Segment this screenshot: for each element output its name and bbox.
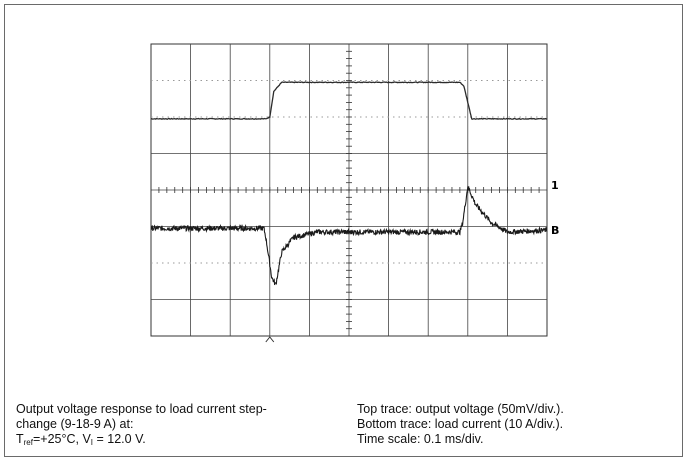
tref-subscript: ref	[23, 438, 33, 447]
caption-left-line3: Tref=+25°C, VI = 12.0 V.	[16, 432, 351, 447]
vi-subscript: I	[90, 438, 94, 447]
tref-value: =+25°C, V	[32, 432, 91, 446]
oscilloscope-screen: 1 B	[150, 43, 559, 343]
trigger-marker	[265, 336, 275, 343]
grid	[150, 43, 548, 343]
caption-right-line1: Top trace: output voltage (50mV/div.).	[357, 402, 564, 416]
caption-right-line3: Time scale: 0.1 ms/div.	[357, 432, 484, 446]
load-current-trace	[150, 185, 548, 286]
caption-right-line2: Bottom trace: load current (10 A/div.).	[357, 417, 564, 431]
caption-left-line2: change (9-18-9 A) at:	[16, 417, 134, 431]
figure-frame: 1 B Output voltage response to load curr…	[4, 4, 683, 457]
channel-b-marker: B	[551, 224, 559, 237]
output-voltage-trace	[150, 81, 548, 120]
caption-left-line1: Output voltage response to load current …	[16, 402, 267, 416]
caption-right: Top trace: output voltage (50mV/div.). B…	[357, 402, 677, 447]
traces	[150, 81, 548, 286]
tref-symbol: T	[16, 432, 24, 446]
vi-value: = 12.0 V.	[93, 432, 146, 446]
channel-1-marker: 1	[551, 179, 559, 192]
caption-left: Output voltage response to load current …	[16, 402, 351, 447]
